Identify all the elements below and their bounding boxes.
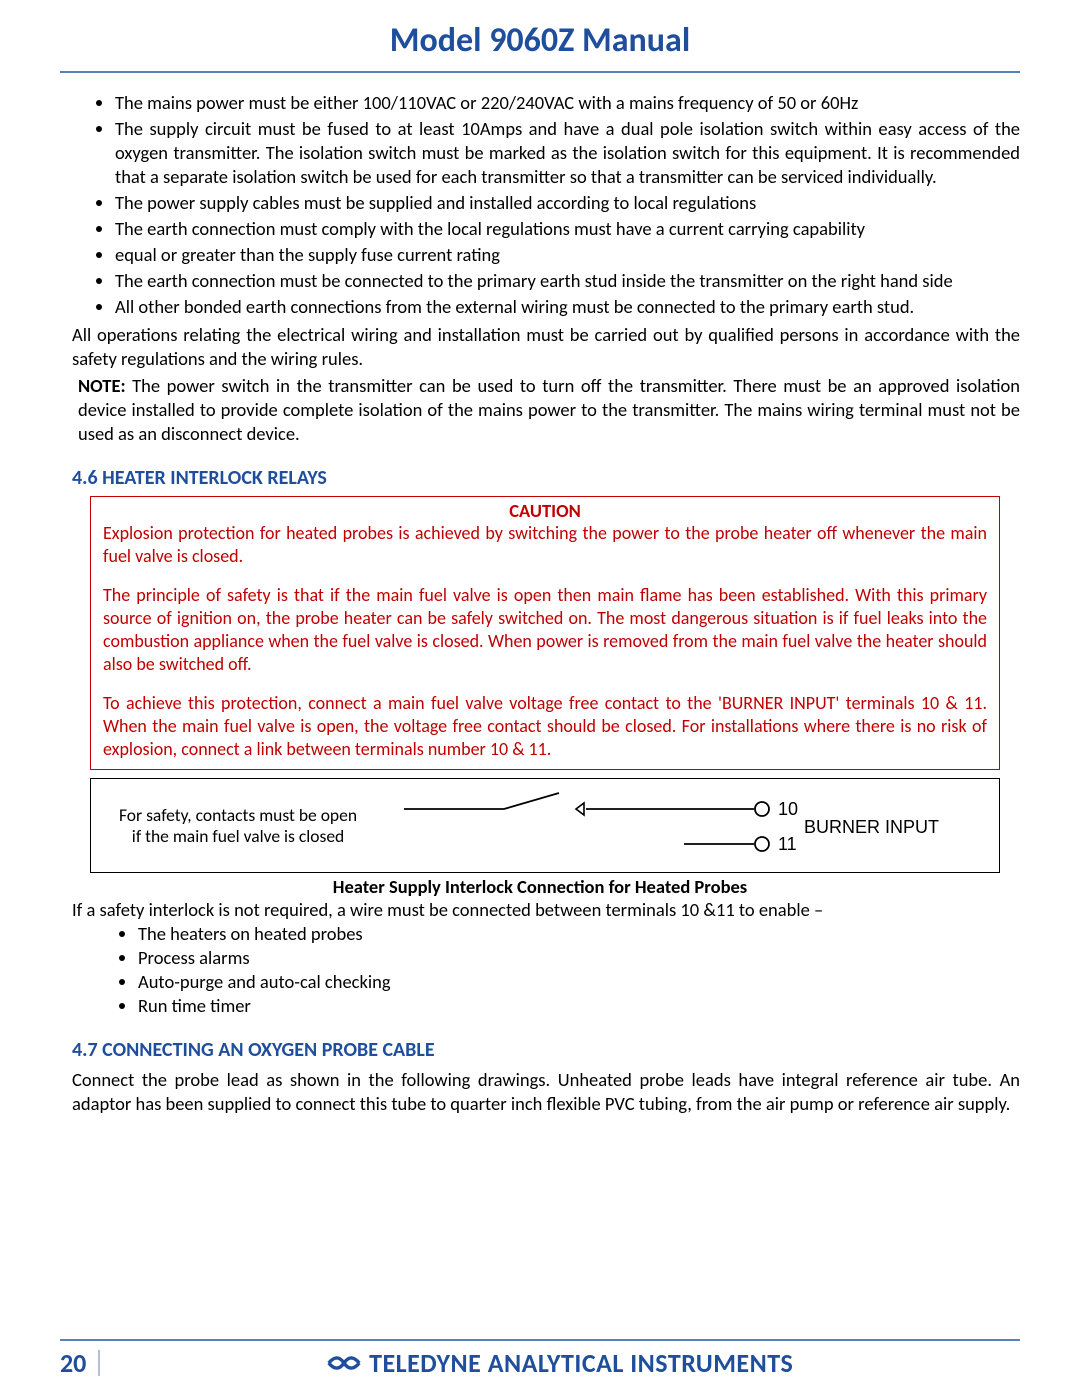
list-item: The earth connection must be connected t… — [115, 269, 1020, 293]
teledyne-logo-icon — [327, 1351, 361, 1375]
note-paragraph: NOTE: The power switch in the transmitte… — [60, 374, 1020, 446]
list-item: The heaters on heated probes — [138, 922, 1020, 946]
list-item: The power supply cables must be supplied… — [115, 191, 1020, 215]
all-ops-paragraph: All operations relating the electrical w… — [60, 323, 1020, 371]
list-item: All other bonded earth connections from … — [115, 295, 1020, 319]
contacts-schematic-icon: 10 11 BURNER INPUT — [377, 789, 971, 859]
diagram-text-line1: For safety, contacts must be open — [119, 804, 357, 826]
list-item: Auto-purge and auto-cal checking — [138, 970, 1020, 994]
caution-box: CAUTION Explosion protection for heated … — [90, 496, 1000, 770]
interlock-diagram: For safety, contacts must be open if the… — [90, 778, 1000, 873]
diagram-caption: Heater Supply Interlock Connection for H… — [60, 875, 1020, 898]
list-item: equal or greater than the supply fuse cu… — [115, 243, 1020, 267]
bottom-rule — [60, 1339, 1020, 1341]
page-number: 20 — [60, 1350, 100, 1376]
footer-brand-text: TELEDYNE ANALYTICAL INSTRUMENTS — [369, 1347, 793, 1379]
caution-p1: Explosion protection for heated probes i… — [103, 522, 987, 568]
enable-list: The heaters on heated probes Process ala… — [60, 922, 1020, 1018]
top-rule — [60, 71, 1020, 73]
diagram-text-line2: if the main fuel valve is closed — [132, 825, 344, 847]
after-diagram-text: If a safety interlock is not required, a… — [60, 898, 1020, 922]
terminal-10-label: 10 — [778, 799, 798, 819]
caution-p3: To achieve this protection, connect a ma… — [103, 692, 987, 761]
top-bullet-list: The mains power must be either 100/110VA… — [60, 91, 1020, 319]
list-item: The earth connection must comply with th… — [115, 217, 1020, 241]
footer-brand: TELEDYNE ANALYTICAL INSTRUMENTS — [100, 1347, 1020, 1379]
list-item: Process alarms — [138, 946, 1020, 970]
section-4-7-heading: 4.7 CONNECTING AN OXYGEN PROBE CABLE — [60, 1038, 1020, 1062]
connect-paragraph: Connect the probe lead as shown in the f… — [60, 1068, 1020, 1116]
list-item: The supply circuit must be fused to at l… — [115, 117, 1020, 189]
page-title: Model 9060Z Manual — [60, 20, 1020, 61]
diagram-safety-text: For safety, contacts must be open if the… — [119, 805, 357, 849]
list-item: Run time timer — [138, 994, 1020, 1018]
burner-input-label: BURNER INPUT — [804, 817, 939, 837]
note-label: NOTE: — [78, 374, 126, 397]
list-item: The mains power must be either 100/110VA… — [115, 91, 1020, 115]
terminal-11-label: 11 — [778, 834, 797, 854]
page-footer: 20 TELEDYNE ANALYTICAL INSTRUMENTS — [60, 1339, 1020, 1379]
caution-p2: The principle of safety is that if the m… — [103, 584, 987, 676]
section-4-6-heading: 4.6 HEATER INTERLOCK RELAYS — [60, 466, 1020, 490]
caution-title: CAUTION — [103, 499, 987, 522]
note-text: The power switch in the transmitter can … — [78, 374, 1020, 445]
